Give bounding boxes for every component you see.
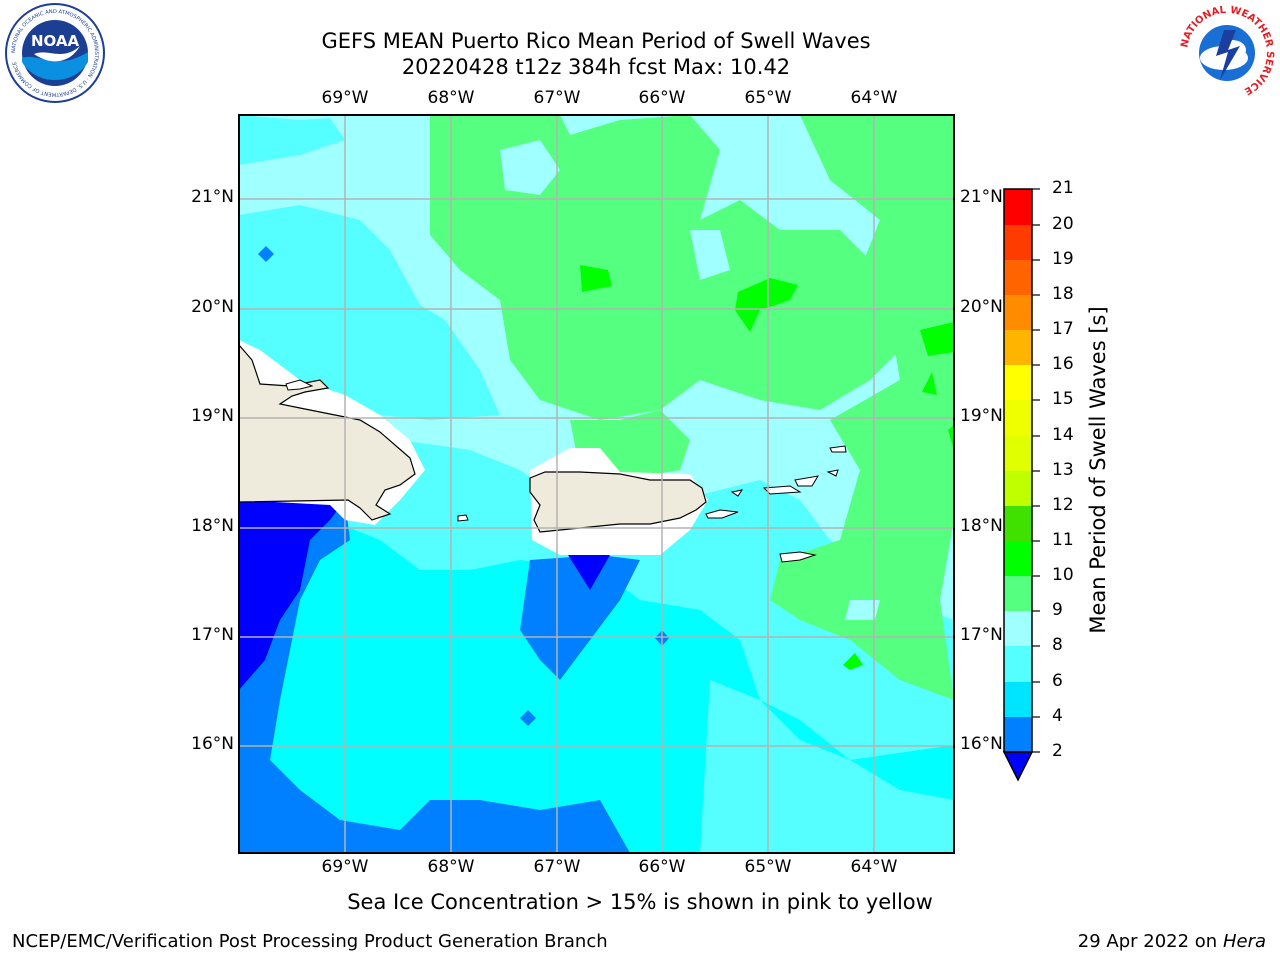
colorbar-tick: 4 [1052, 706, 1063, 726]
land-masses [238, 340, 847, 563]
lon-label-bottom: 64°W [850, 857, 898, 877]
colorbar-tick: 11 [1052, 530, 1074, 550]
colorbar-tick: 19 [1052, 249, 1074, 269]
graticule [239, 115, 954, 853]
lat-label-right: 21°N [960, 187, 1003, 207]
lon-label-top: 67°W [533, 88, 581, 108]
lat-label-left: 18°N [191, 516, 234, 536]
lat-label-right: 16°N [960, 734, 1003, 754]
lat-label-left: 19°N [191, 406, 234, 426]
lon-label-top: 64°W [850, 88, 898, 108]
machine-name: Hera [1222, 931, 1266, 952]
lon-label-bottom: 66°W [638, 857, 686, 877]
colorbar-tick: 9 [1052, 600, 1063, 620]
lon-label-bottom: 67°W [533, 857, 581, 877]
run-date-text: 29 Apr 2022 on [1077, 931, 1223, 952]
sea-ice-note: Sea Ice Concentration > 15% is shown in … [347, 890, 933, 914]
lon-label-bottom: 69°W [321, 857, 369, 877]
run-date: 29 Apr 2022 on Hera [1078, 931, 1266, 952]
colorbar-tick: 16 [1052, 354, 1074, 374]
lat-label-left: 16°N [191, 734, 234, 754]
colorbar-tick: 10 [1052, 565, 1074, 585]
colorbar-label-text: Mean Period of Swell Waves [s] [1086, 306, 1110, 634]
map-title: GEFS MEAN Puerto Rico Mean Period of Swe… [321, 29, 871, 53]
colorbar-tick: 18 [1052, 284, 1074, 304]
lon-label-top: 66°W [638, 88, 686, 108]
contour-fill [239, 115, 954, 853]
colorbar-tick: 21 [1052, 178, 1074, 198]
lat-label-right: 19°N [960, 406, 1003, 426]
lon-label-top: 69°W [321, 88, 369, 108]
lat-label-right: 20°N [960, 297, 1003, 317]
noaa-logo-text: NOAA [31, 32, 80, 50]
lat-label-left: 20°N [191, 297, 234, 317]
lat-label-left: 21°N [191, 187, 234, 207]
colorbar-tick: 12 [1052, 495, 1074, 515]
lat-label-right: 18°N [960, 516, 1003, 536]
map-subtitle: 20220428 t12z 384h fcst Max: 10.42 [401, 55, 791, 79]
lat-label-left: 17°N [191, 625, 234, 645]
colorbar-tick: 20 [1052, 214, 1074, 234]
lon-label-top: 68°W [427, 88, 475, 108]
colorbar-tick: 13 [1052, 460, 1074, 480]
colorbar-tick: 2 [1052, 741, 1063, 761]
colorbar-tick: 6 [1052, 671, 1063, 691]
nws-logo: NATIONAL WEATHER SERVICE [1178, 4, 1276, 102]
colorbar-tick: 15 [1052, 389, 1074, 409]
lon-label-top: 65°W [744, 88, 792, 108]
colorbar-tick: 14 [1052, 425, 1074, 445]
noaa-logo: NATIONAL OCEANIC AND ATMOSPHERIC ADMINIS… [5, 3, 105, 103]
lon-label-bottom: 65°W [744, 857, 792, 877]
lon-label-bottom: 68°W [427, 857, 475, 877]
lat-label-right: 17°N [960, 625, 1003, 645]
branch-credit: NCEP/EMC/Verification Post Processing Pr… [12, 931, 608, 952]
colorbar-tick: 17 [1052, 319, 1074, 339]
colorbar [1002, 188, 1040, 782]
colorbar-tick: 8 [1052, 635, 1063, 655]
map-frame [238, 114, 955, 854]
